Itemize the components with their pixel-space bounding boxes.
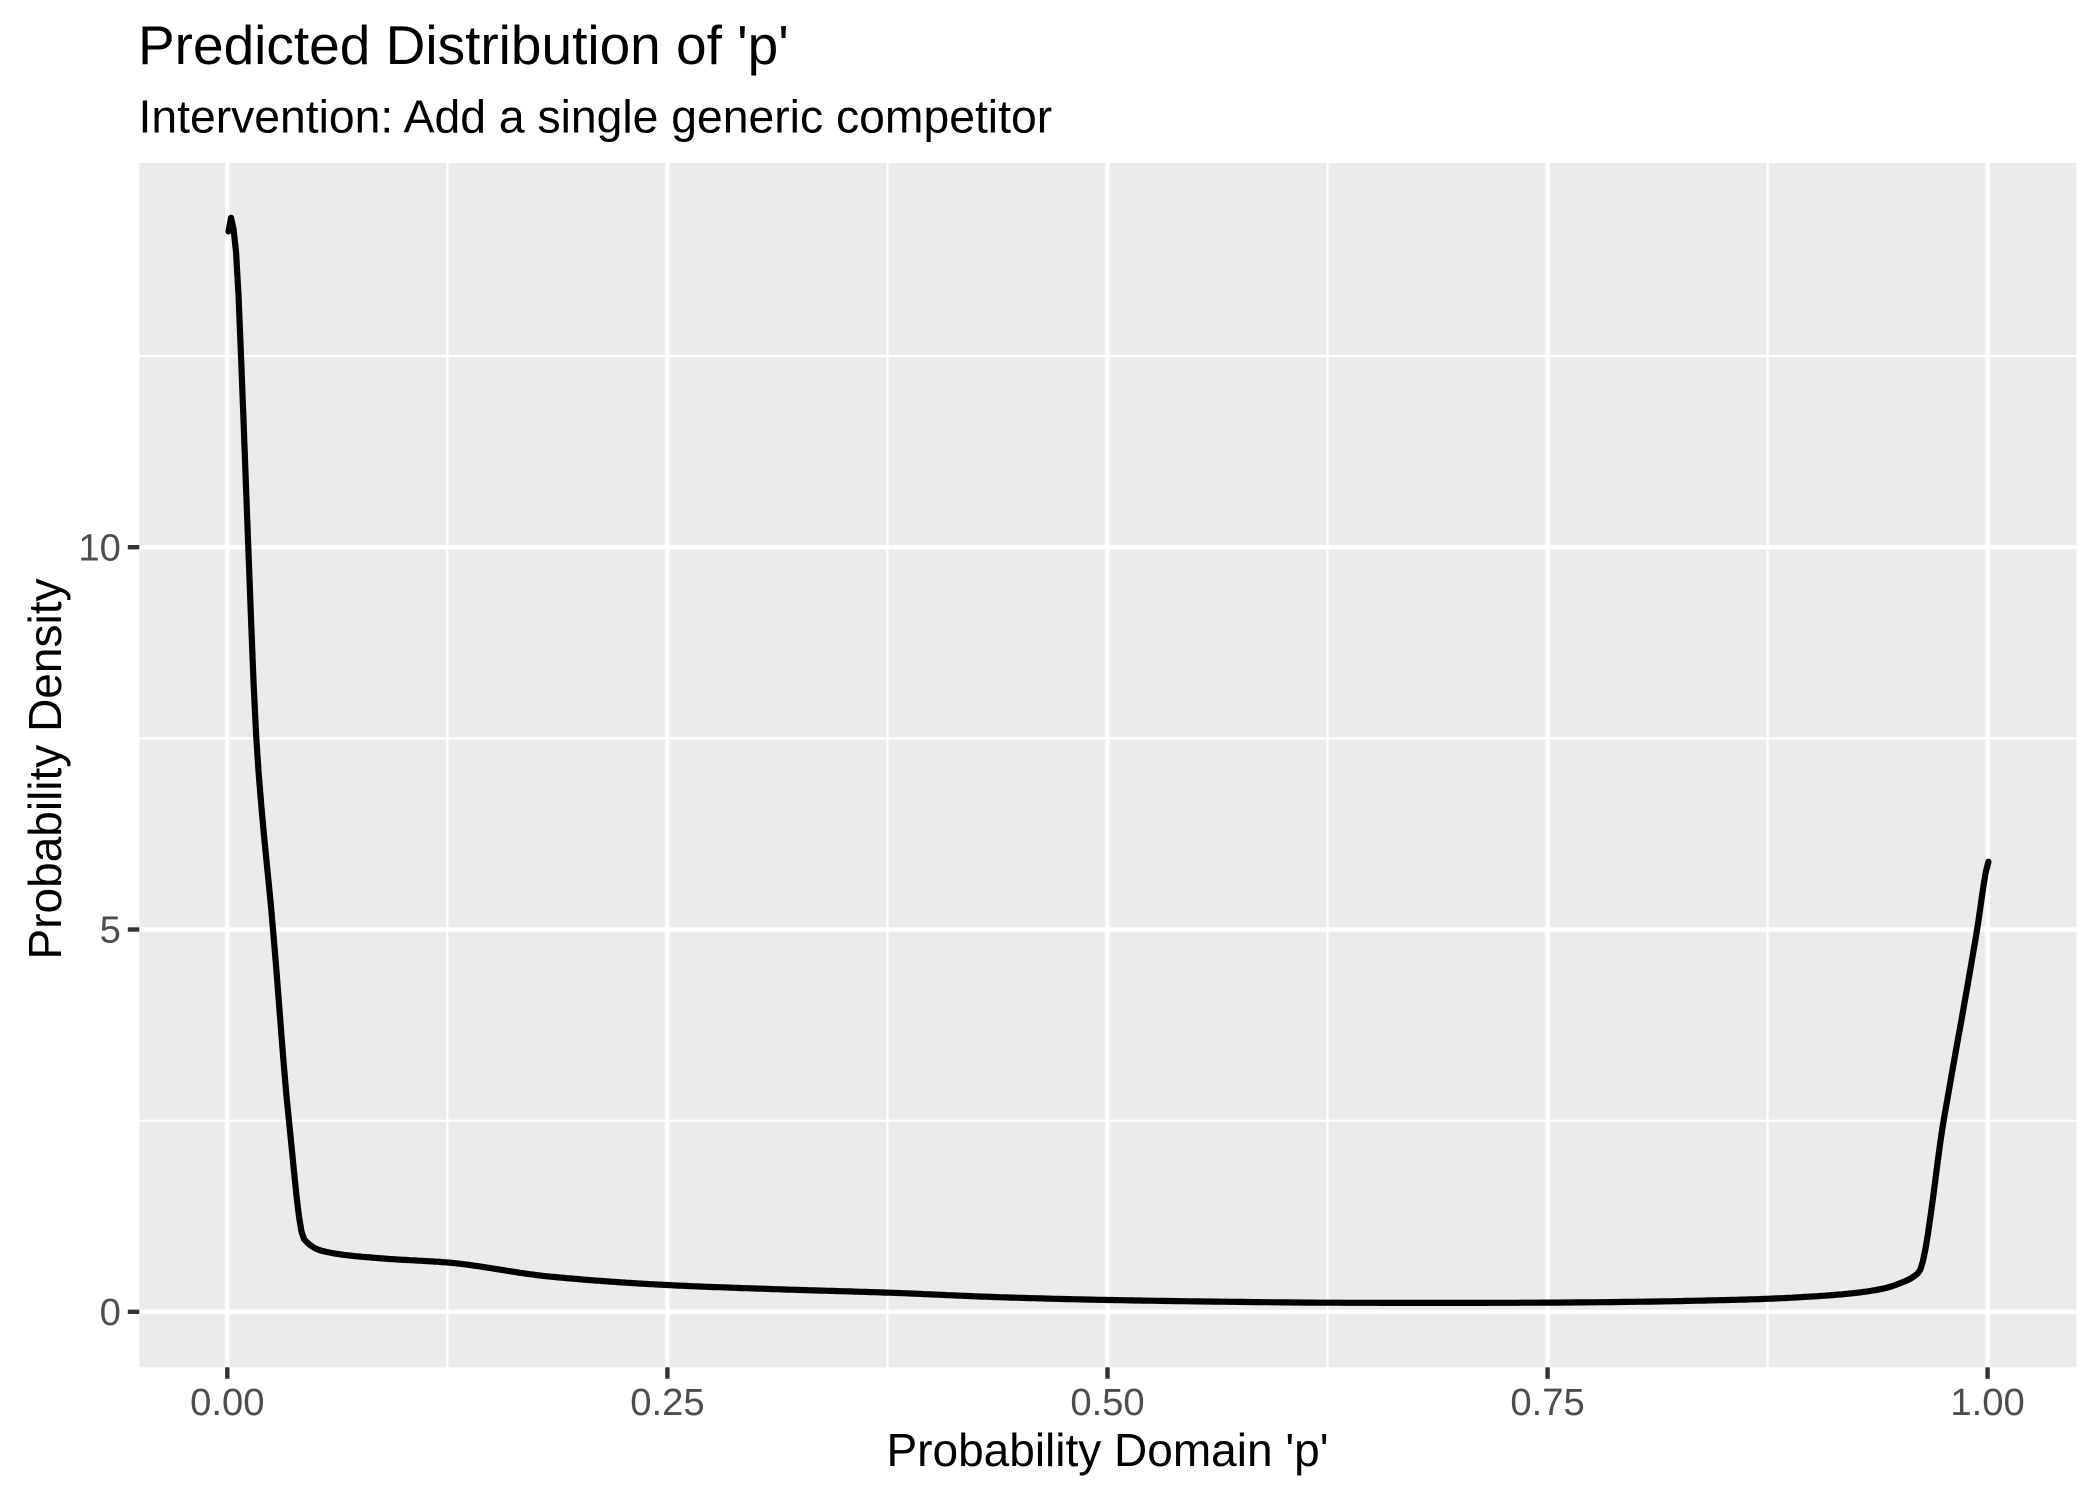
svg-text:1.00: 1.00 bbox=[1950, 1381, 2024, 1424]
svg-text:0.00: 0.00 bbox=[190, 1381, 264, 1424]
svg-text:Predicted Distribution of 'p': Predicted Distribution of 'p' bbox=[138, 14, 789, 76]
svg-text:Intervention: Add a single gen: Intervention: Add a single generic compe… bbox=[139, 91, 1053, 143]
svg-text:Probability Domain 'p': Probability Domain 'p' bbox=[887, 1424, 1329, 1476]
svg-text:0.50: 0.50 bbox=[1070, 1381, 1144, 1424]
svg-text:0.75: 0.75 bbox=[1510, 1381, 1584, 1424]
svg-text:5: 5 bbox=[100, 909, 121, 952]
svg-text:Probability Density: Probability Density bbox=[19, 579, 71, 960]
svg-text:10: 10 bbox=[78, 526, 120, 569]
svg-text:0: 0 bbox=[100, 1291, 121, 1334]
svg-text:0.25: 0.25 bbox=[630, 1381, 704, 1424]
